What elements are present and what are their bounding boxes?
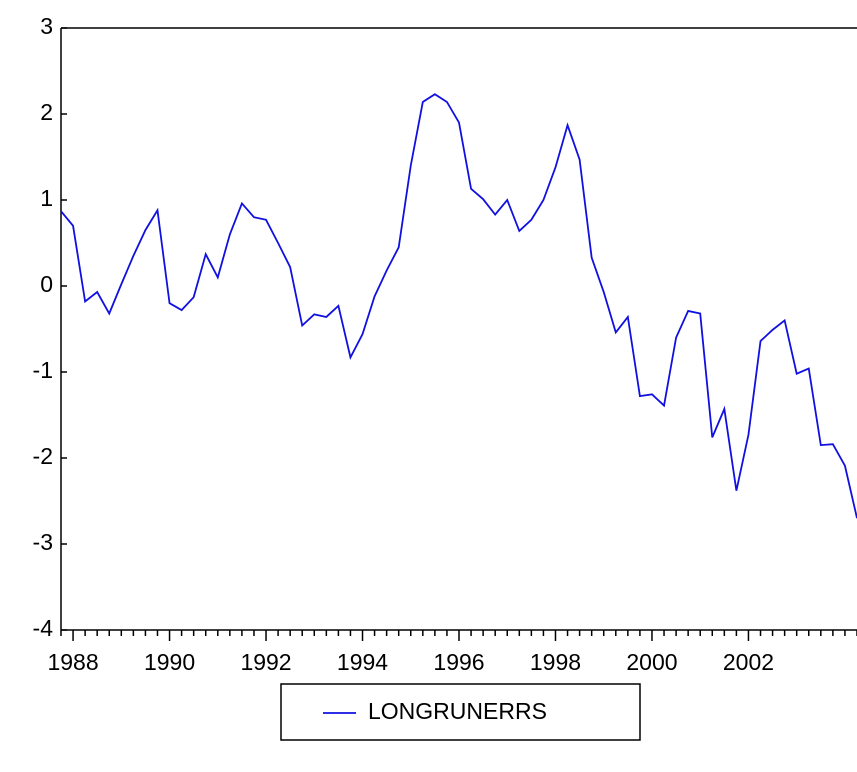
x-tick-label: 1988 [47,649,98,675]
y-tick-label: -3 [33,529,53,555]
x-tick-label: 1992 [240,649,291,675]
y-tick-label: -2 [33,443,53,469]
y-tick-label: 2 [40,99,53,125]
x-tick-label: 1994 [337,649,388,675]
y-tick-label: 0 [40,271,53,297]
x-tick-label: 1990 [144,649,195,675]
x-tick-label: 2002 [723,649,774,675]
y-tick-label: 1 [40,185,53,211]
x-tick-label: 2000 [626,649,677,675]
legend-box [280,683,641,741]
y-tick-label: -1 [33,357,53,383]
y-tick-label: 3 [40,13,53,39]
y-tick-label: -4 [33,615,54,641]
x-tick-label: 1998 [530,649,581,675]
series-line [60,93,857,519]
x-tick-label: 1996 [433,649,484,675]
legend-label: LONGRUNERRS [368,698,547,724]
